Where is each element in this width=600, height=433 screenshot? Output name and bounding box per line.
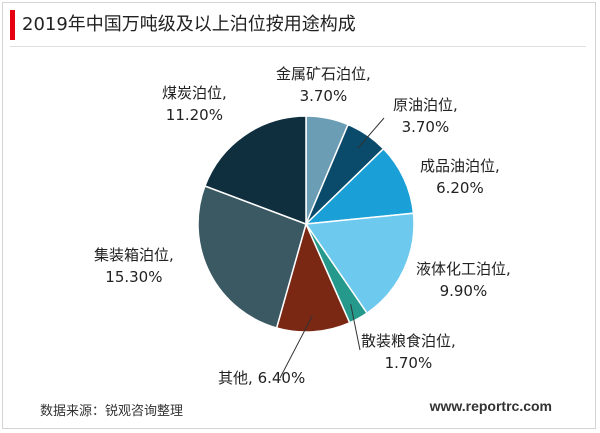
- slice-label-crude-oil: 原油泊位, 3.70%: [393, 94, 458, 138]
- leader-line: [279, 315, 313, 379]
- chart-title: 2019年中国万吨级及以上泊位按用途构成: [22, 14, 356, 35]
- slice-name: 液体化工泊位,: [416, 260, 511, 278]
- slice-label-product-oil: 成品油泊位, 6.20%: [420, 155, 500, 199]
- slice-percent: 3.70%: [401, 118, 450, 136]
- slice-percent: 6.20%: [436, 179, 484, 197]
- pie-slice: [197, 185, 307, 329]
- slice-percent: 6.40%: [257, 369, 306, 387]
- slice-name: 集装箱泊位,: [94, 246, 174, 264]
- slice-label-container: 集装箱泊位, 15.30%: [94, 244, 174, 288]
- pie-slice: [304, 212, 415, 315]
- leader-line: [350, 304, 361, 351]
- slice-name: 其他,: [218, 369, 253, 387]
- slice-percent: 15.30%: [105, 268, 163, 286]
- slice-name: 原油泊位,: [393, 96, 458, 114]
- title-divider: [10, 46, 586, 47]
- pie-slice: [275, 221, 351, 333]
- slice-name: 成品油泊位,: [420, 157, 500, 175]
- slice-percent: 1.70%: [384, 354, 433, 372]
- leader-line: [357, 117, 385, 149]
- slice-name: 金属矿石泊位,: [276, 65, 371, 83]
- slice-percent: 11.20%: [165, 106, 223, 124]
- slice-percent: 9.90%: [439, 282, 488, 300]
- pie-slice: [203, 115, 307, 226]
- slice-label-metal-ore: 金属矿石泊位, 3.70%: [276, 63, 371, 107]
- slice-name: 散装粮食泊位,: [361, 332, 456, 350]
- slice-label-bulk-grain: 散装粮食泊位, 1.70%: [361, 330, 456, 374]
- website-url: www.reportrc.com: [429, 398, 552, 414]
- slice-label-other: 其他, 6.40%: [218, 367, 305, 389]
- title-accent-bar: [10, 10, 15, 40]
- data-source: 数据来源：锐观咨询整理: [40, 404, 184, 419]
- pie-slice: [303, 147, 415, 225]
- slice-label-coal: 煤炭泊位, 11.20%: [162, 82, 227, 126]
- slice-percent: 3.70%: [299, 87, 348, 105]
- slice-name: 煤炭泊位,: [162, 84, 227, 102]
- slice-label-liquid-chemical: 液体化工泊位, 9.90%: [416, 258, 511, 302]
